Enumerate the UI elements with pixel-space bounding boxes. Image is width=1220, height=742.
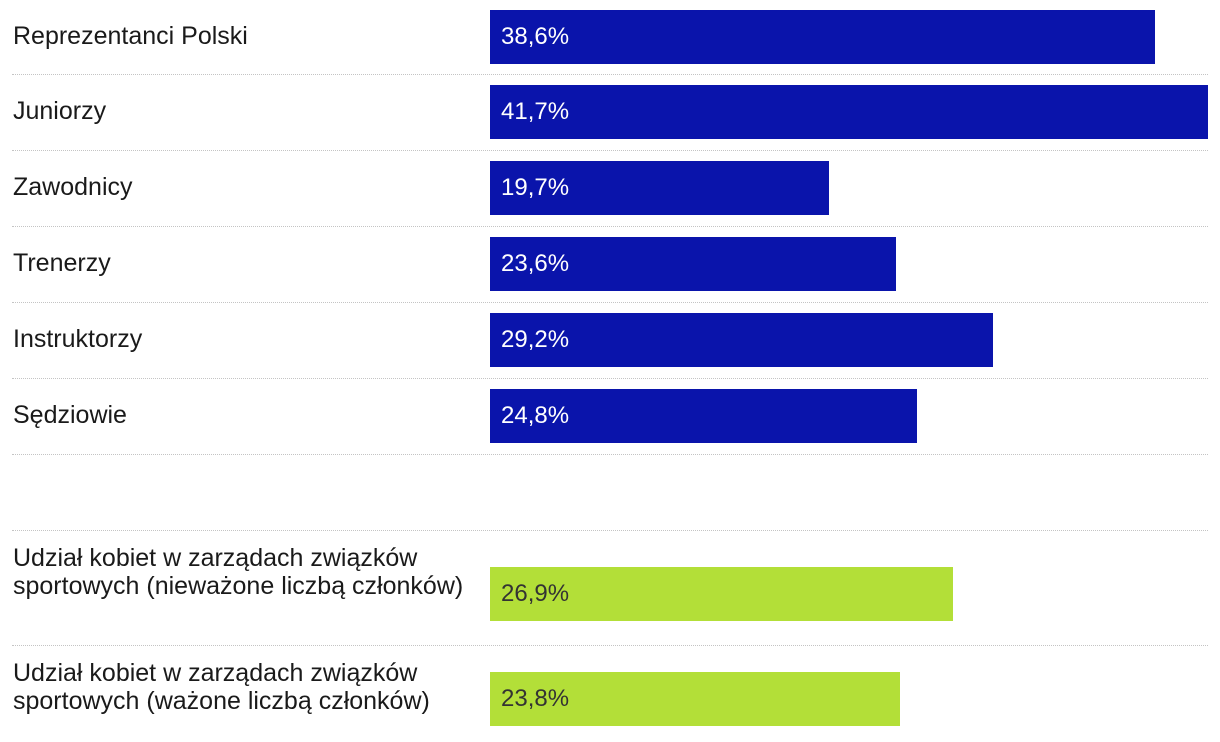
board-bar-1: 26,9%	[490, 567, 953, 621]
category-bar-6: 24,8%	[490, 389, 917, 443]
category-row-3: Zawodnicy 19,7%	[12, 151, 1208, 227]
category-row-1: Reprezentanci Polski 38,6%	[12, 0, 1208, 75]
category-label-2: Juniorzy	[13, 97, 107, 125]
category-label-4: Trenerzy	[13, 249, 111, 277]
board-bar-2: 23,8%	[490, 672, 900, 726]
category-label-1: Reprezentanci Polski	[13, 22, 248, 50]
category-value-label-4: 23,6%	[501, 250, 570, 277]
category-row-4: Trenerzy 23,6%	[12, 227, 1208, 303]
category-label-5: Instruktorzy	[13, 325, 143, 353]
category-value-label-6: 24,8%	[501, 402, 570, 429]
category-value-label-2: 41,7%	[501, 98, 570, 125]
board-label-1: Udział kobiet w zarządach związków sport…	[13, 544, 464, 600]
board-label-2: Udział kobiet w zarządach związków sport…	[13, 659, 430, 715]
category-bar-3: 19,7%	[490, 161, 829, 215]
board-value-label-2: 23,8%	[501, 685, 570, 712]
category-bar-1: 38,6%	[490, 10, 1155, 64]
category-bar-2: 41,7%	[490, 85, 1208, 139]
category-row-5: Instruktorzy 29,2%	[12, 303, 1208, 379]
board-value-label-1: 26,9%	[501, 580, 570, 607]
category-row-2: Juniorzy 41,7%	[12, 75, 1208, 151]
board-row-1: Udział kobiet w zarządach związków sport…	[12, 530, 1208, 646]
board-row-2: Udział kobiet w zarządach związków sport…	[12, 646, 1208, 742]
category-bar-4: 23,6%	[490, 237, 896, 291]
category-label-3: Zawodnicy	[13, 173, 133, 201]
category-value-label-1: 38,6%	[501, 23, 570, 50]
category-label-6: Sędziowie	[13, 401, 127, 429]
category-row-6: Sędziowie 24,8%	[12, 379, 1208, 455]
category-value-label-5: 29,2%	[501, 326, 570, 353]
category-bar-5: 29,2%	[490, 313, 993, 367]
category-value-label-3: 19,7%	[501, 174, 570, 201]
